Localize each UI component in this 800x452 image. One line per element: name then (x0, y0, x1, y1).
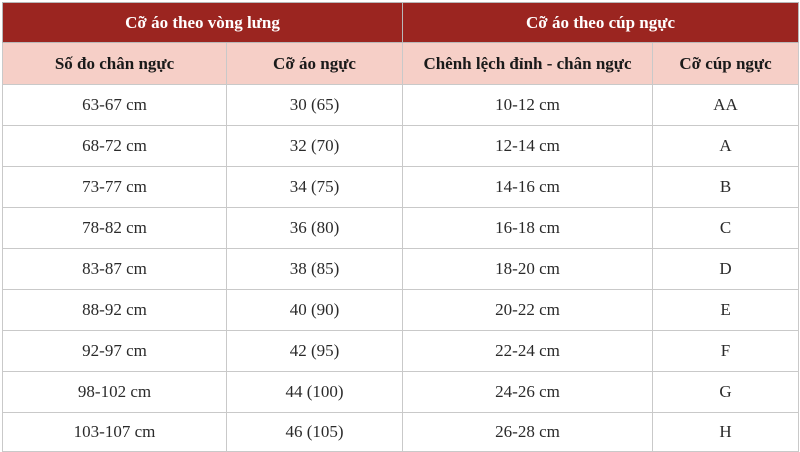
band-size-cell: 40 (90) (226, 289, 403, 331)
table-row: 73-77 cm 34 (75) 14-16 cm B (2, 166, 800, 208)
difference-cell: 12-14 cm (402, 125, 653, 167)
cup-size-cell: G (651, 371, 800, 413)
cup-size-cell: B (651, 166, 800, 208)
table-row: 83-87 cm 38 (85) 18-20 cm D (2, 248, 800, 290)
column-header-band-size: Cỡ áo ngực (226, 42, 403, 85)
band-size-cell: 42 (95) (226, 330, 403, 372)
column-header-cup-size: Cỡ cúp ngực (651, 42, 800, 85)
underbust-cell: 103-107 cm (2, 412, 227, 452)
underbust-cell: 92-97 cm (2, 330, 227, 372)
band-size-cell: 34 (75) (226, 166, 403, 208)
difference-cell: 26-28 cm (402, 412, 653, 452)
underbust-cell: 63-67 cm (2, 84, 227, 126)
group-header-row: Cỡ áo theo vòng lưng Cỡ áo theo cúp ngực (2, 2, 800, 43)
underbust-cell: 98-102 cm (2, 371, 227, 413)
underbust-cell: 88-92 cm (2, 289, 227, 331)
band-size-cell: 30 (65) (226, 84, 403, 126)
table-row: 78-82 cm 36 (80) 16-18 cm C (2, 207, 800, 249)
column-header-row: Số đo chân ngực Cỡ áo ngực Chênh lệch đỉ… (2, 42, 800, 85)
cup-size-cell: D (651, 248, 800, 290)
band-size-cell: 44 (100) (226, 371, 403, 413)
underbust-cell: 73-77 cm (2, 166, 227, 208)
underbust-cell: 68-72 cm (2, 125, 227, 167)
band-size-group-header: Cỡ áo theo vòng lưng (2, 2, 403, 43)
column-header-difference: Chênh lệch đỉnh - chân ngực (402, 42, 653, 85)
band-size-cell: 38 (85) (226, 248, 403, 290)
difference-cell: 24-26 cm (402, 371, 653, 413)
underbust-cell: 78-82 cm (2, 207, 227, 249)
cup-size-group-header: Cỡ áo theo cúp ngực (401, 2, 800, 43)
difference-cell: 22-24 cm (402, 330, 653, 372)
underbust-cell: 83-87 cm (2, 248, 227, 290)
band-size-cell: 32 (70) (226, 125, 403, 167)
table-row: 63-67 cm 30 (65) 10-12 cm AA (2, 84, 800, 126)
difference-cell: 18-20 cm (402, 248, 653, 290)
column-header-underbust: Số đo chân ngực (2, 42, 227, 85)
difference-cell: 10-12 cm (402, 84, 653, 126)
band-size-cell: 36 (80) (226, 207, 403, 249)
cup-size-cell: C (651, 207, 800, 249)
cup-size-cell: A (651, 125, 800, 167)
band-size-cell: 46 (105) (226, 412, 403, 452)
cup-size-cell: E (651, 289, 800, 331)
difference-cell: 16-18 cm (402, 207, 653, 249)
difference-cell: 14-16 cm (402, 166, 653, 208)
table-row: 103-107 cm 46 (105) 26-28 cm H (2, 412, 800, 452)
table-row: 68-72 cm 32 (70) 12-14 cm A (2, 125, 800, 167)
table-row: 88-92 cm 40 (90) 20-22 cm E (2, 289, 800, 331)
table-row: 92-97 cm 42 (95) 22-24 cm F (2, 330, 800, 372)
cup-size-cell: F (651, 330, 800, 372)
difference-cell: 20-22 cm (402, 289, 653, 331)
cup-size-cell: AA (651, 84, 800, 126)
table-row: 98-102 cm 44 (100) 24-26 cm G (2, 371, 800, 413)
cup-size-cell: H (651, 412, 800, 452)
